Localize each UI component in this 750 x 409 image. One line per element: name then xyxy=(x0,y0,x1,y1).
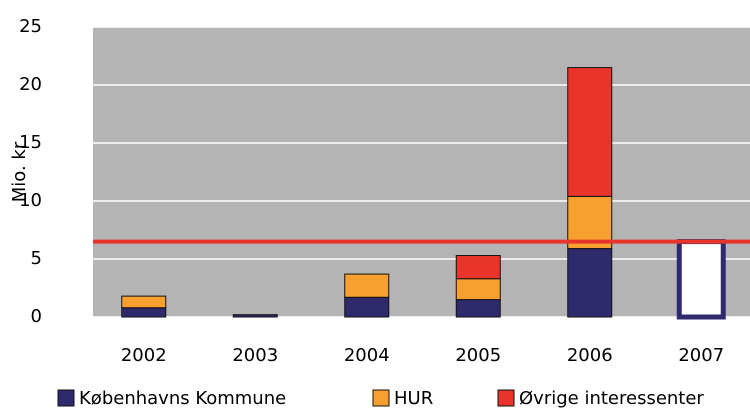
x-tick-label: 2003 xyxy=(232,345,278,366)
bar-segment xyxy=(121,295,167,309)
bar-segment xyxy=(344,296,390,318)
bar-segment xyxy=(455,299,501,318)
bar-segment xyxy=(567,248,613,318)
y-axis-label: Mio. kr xyxy=(9,141,30,202)
legend-label: Københavns Kommune xyxy=(79,388,286,409)
legend-label: HUR xyxy=(394,388,433,409)
y-tick-label: 15 xyxy=(19,132,42,153)
bar-segment xyxy=(121,307,167,318)
bar-segment xyxy=(344,273,390,298)
x-tick-label: 2002 xyxy=(121,345,167,366)
plot-area xyxy=(93,27,750,317)
legend-label: Øvrige interessenter xyxy=(519,388,704,409)
y-tick-label: 10 xyxy=(19,190,42,211)
x-tick-label: 2007 xyxy=(678,345,724,366)
y-tick-label: 5 xyxy=(31,248,42,269)
bar-segment xyxy=(455,278,501,301)
bar-segment xyxy=(232,314,278,318)
legend-swatch xyxy=(57,389,75,407)
bar-segment xyxy=(676,239,726,320)
y-tick-label: 20 xyxy=(19,74,42,95)
legend-swatch xyxy=(497,389,515,407)
bar-segment xyxy=(567,67,613,197)
y-tick-label: 0 xyxy=(31,306,42,327)
y-tick-label: 25 xyxy=(19,16,42,37)
bar-segment xyxy=(455,255,501,280)
x-tick-label: 2004 xyxy=(344,345,390,366)
legend-swatch xyxy=(372,389,390,407)
x-tick-label: 2006 xyxy=(567,345,613,366)
x-tick-label: 2005 xyxy=(455,345,501,366)
